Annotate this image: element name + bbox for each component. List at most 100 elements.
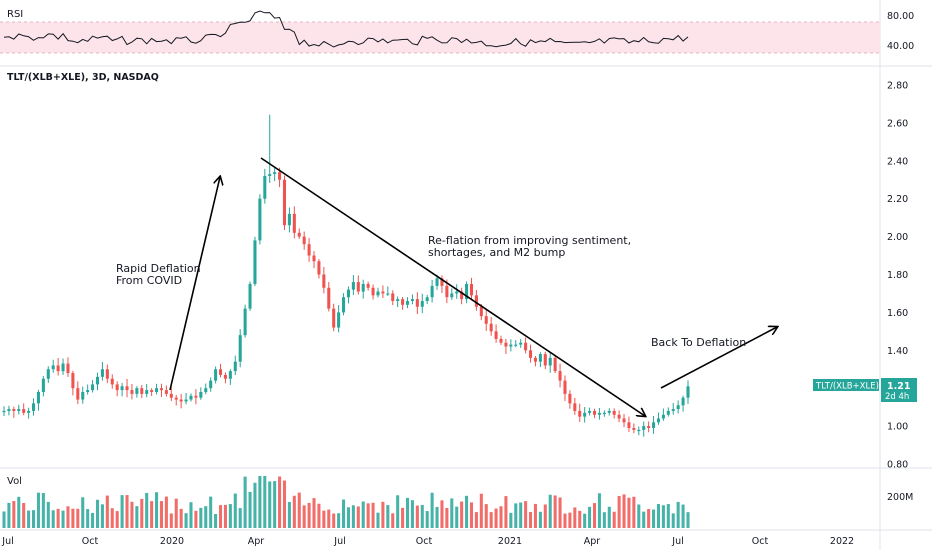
volume-bar — [2, 511, 6, 528]
volume-bar — [607, 506, 611, 528]
volume-bar — [391, 513, 395, 528]
volume-bar — [322, 510, 326, 528]
candle-body — [632, 427, 636, 430]
candle-body — [533, 357, 537, 362]
candle-body — [278, 172, 282, 180]
volume-bar — [671, 513, 675, 528]
volume-bar — [248, 491, 252, 528]
price-tick-label: 2.20 — [887, 194, 908, 205]
candle-body — [410, 299, 414, 302]
volume-bar — [86, 509, 90, 528]
volume-bar — [81, 497, 85, 528]
volume-bar — [91, 512, 95, 528]
volume-bar — [627, 497, 631, 528]
candle-body — [415, 299, 419, 307]
volume-bar — [396, 495, 400, 528]
candle-body — [509, 344, 513, 347]
volume-bar — [445, 507, 449, 528]
volume-bar — [145, 492, 149, 528]
candle-body — [425, 297, 429, 302]
volume-bar — [583, 513, 587, 528]
candle-body — [194, 395, 198, 398]
candle-body — [346, 289, 350, 298]
last-price-badge — [881, 378, 917, 402]
volume-bar — [312, 498, 316, 528]
volume-bar — [351, 505, 355, 528]
volume-bar — [302, 505, 306, 528]
rsi-tick-40: 40.00 — [887, 41, 914, 52]
volume-bar — [223, 504, 227, 528]
candle-body — [268, 174, 272, 176]
candle-body — [218, 369, 223, 375]
rsi-label: RSI — [7, 9, 23, 20]
volume-bar — [135, 506, 139, 528]
volume-bar — [455, 506, 459, 528]
candle-body — [592, 410, 597, 415]
time-tick-label: Apr — [248, 536, 265, 547]
volume-bar — [273, 481, 277, 528]
candle-body — [95, 376, 100, 385]
volume-bar — [36, 492, 40, 528]
price-tick-label: 2.80 — [887, 81, 908, 92]
candle-body — [656, 418, 661, 423]
volume-bar — [51, 510, 55, 528]
volume-bar — [617, 496, 621, 528]
candle-body — [125, 386, 129, 391]
candle-body — [179, 399, 183, 402]
candle-body — [435, 278, 439, 286]
decline-arrow — [260, 157, 645, 416]
time-tick-label: Jul — [1, 536, 13, 547]
candle-body — [233, 361, 237, 372]
volume-bar — [253, 482, 257, 528]
volume-bar — [327, 509, 331, 528]
candle-body — [676, 405, 680, 410]
volume-bar — [538, 511, 542, 528]
candle-body — [622, 418, 626, 423]
volume-bar — [46, 501, 50, 528]
candle-body — [253, 240, 257, 284]
candle-body — [543, 354, 547, 366]
candle-body — [292, 213, 296, 233]
volume-bar — [425, 511, 429, 528]
candle-body — [578, 410, 582, 417]
volume-bar — [179, 508, 183, 528]
candle-body — [573, 403, 577, 411]
volume-bar — [494, 508, 498, 528]
volume-bar — [199, 507, 203, 528]
candle-body — [282, 179, 287, 226]
candle-body — [209, 380, 213, 389]
candle-body — [263, 175, 267, 199]
candle-body — [430, 285, 434, 298]
deflation-arrow — [660, 327, 777, 389]
price-tick-label: 2.00 — [887, 232, 908, 243]
candle-body — [524, 342, 528, 351]
volume-bar — [548, 494, 552, 528]
candle-body — [661, 414, 665, 419]
candle-body — [401, 299, 405, 305]
volume-bar — [504, 496, 508, 528]
volume-bar — [56, 508, 60, 528]
candle-body — [169, 393, 173, 398]
candle-body — [405, 301, 410, 305]
candle-body — [302, 236, 306, 245]
candle-body — [479, 306, 483, 317]
candle-body — [627, 422, 631, 428]
volume-bar — [189, 502, 193, 528]
volume-bar — [27, 510, 31, 528]
candle-body — [41, 378, 45, 392]
volume-bar — [602, 512, 606, 528]
candle-body — [583, 412, 587, 417]
volume-bar — [558, 497, 562, 528]
candle-body — [105, 369, 109, 379]
time-tick-label: Jul — [333, 536, 345, 547]
candle-body — [110, 378, 114, 385]
volume-bar — [110, 508, 114, 528]
candle-body — [307, 244, 311, 256]
candle-body — [56, 365, 60, 372]
last-price-countdown: 2d 4h — [885, 392, 909, 402]
volume-label: Vol — [7, 476, 22, 487]
volume-bar — [287, 502, 291, 528]
candle-body — [489, 323, 493, 332]
candle-body — [223, 374, 227, 379]
